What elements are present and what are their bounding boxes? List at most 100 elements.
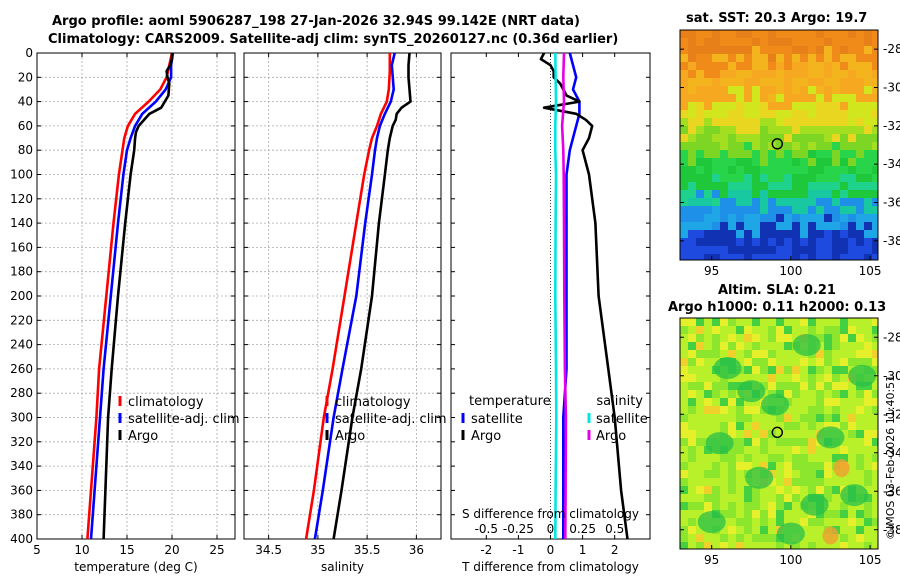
sst_map-cell [824,46,833,55]
differences-top-tick-label: 0.5 [605,522,624,536]
sla_map-cell [688,414,697,423]
sst_map-cell [864,230,873,239]
salinity-series-argo [332,52,412,540]
depth-tick-label: 240 [10,338,33,352]
sla_map-cell [792,518,801,527]
sst_map-cell [744,182,753,191]
sla_map-cell [856,350,865,359]
sla_map-cell [688,438,697,447]
sla_map-cell [752,350,761,359]
sla_map-cell [688,430,697,439]
sst_map-cell [808,94,817,103]
sla_map-cell [816,454,825,463]
sst_map-cell [776,126,785,135]
sst_map-cell [864,78,873,87]
sla_map-cell [768,342,777,351]
depth-tick-label: 140 [10,216,33,230]
sla_map-cell [856,542,865,550]
sst_map-cell [688,142,697,151]
sla_map-cell [736,406,745,415]
sla_map-cell [712,342,721,351]
sst_map-cell [848,182,857,191]
sst_map-cell [736,86,745,95]
sst_map-cell [800,190,809,199]
sst_map-cell [824,254,833,261]
sst_map-cell [824,62,833,71]
salinity-legend-label: Argo [335,429,365,444]
sla_map-cell [864,486,873,495]
sst_map-cell [704,158,713,167]
sst_map-cell [704,94,713,103]
sst_map-cell [864,150,873,159]
sla_map-cell [848,430,857,439]
sst_map-cell [784,102,793,111]
sla_map-cell [816,358,825,367]
sla_map-cell [784,358,793,367]
sla_map-cell [752,430,761,439]
sla_map-cell [864,390,873,399]
sst_map-cell [848,134,857,143]
sst_map-cell [872,126,879,135]
sla_map-cell [856,526,865,535]
sla_map-cell [728,494,737,503]
sst_map-cell [856,118,865,127]
sla_map-cell [792,438,801,447]
sla_map-cell [744,318,753,327]
sst_map-cell [824,166,833,175]
sst_map-cell [752,142,761,151]
sst_map-cell [856,86,865,95]
sst_map-cell [776,62,785,71]
sst_map-cell [688,254,697,261]
sst_map-cell [800,30,809,39]
sst_map-cell [832,198,841,207]
sst_map-cell [816,134,825,143]
sla_map-cell [832,366,841,375]
sst_map-cell [736,190,745,199]
sst_map-cell [744,150,753,159]
sla_map-cell [728,318,737,327]
sla_map-cell [776,326,785,335]
sst_map-cell [712,102,721,111]
sla_map-cell [768,358,777,367]
sst_map-cell [696,206,705,215]
sst_map-cell [744,110,753,119]
sst_map-cell [832,222,841,231]
sla_map-cell [768,502,777,511]
sst_map-cell [712,46,721,55]
sst_map-cell [712,246,721,255]
sst_map-cell [752,86,761,95]
sst_map-cell [760,206,769,215]
sla_map-cell [696,318,705,327]
sst_map-frame [679,29,879,261]
sst_map-cell [848,150,857,159]
sla_map-cell [744,366,753,375]
sla_map-ytick-label: -32 [883,407,900,421]
sst_map-cell [856,198,865,207]
salinity-xtick-label: 35.5 [354,543,381,557]
sla_map-xtick-label: 105 [859,553,882,567]
sst_map-cell [752,102,761,111]
sst_map-cell [696,222,705,231]
sla_map-cell [776,318,785,327]
sla_map-cell [864,542,873,550]
sst_map-cell [776,238,785,247]
sla_map-cell [864,454,873,463]
temperature-series-satellite-adj-clim [89,52,175,540]
sst_map-cell [776,222,785,231]
sla_map-cell [736,358,745,367]
sst_map-cell [744,62,753,71]
argo-location-marker [771,426,783,439]
sst_map-cell [688,246,697,255]
sst_map-cell [816,238,825,247]
sla_map-cell [688,486,697,495]
sst_map-cell [744,222,753,231]
sst_map-cell [768,174,777,183]
sst_map-cell [680,150,689,159]
sst_map-cell [728,182,737,191]
depth-tick-label: 20 [18,70,33,84]
sla_map-cell [696,542,705,550]
sst_map-cell [872,86,879,95]
sla_map-cell [792,406,801,415]
sst_map-cell [736,62,745,71]
sst_map-cell [840,230,849,239]
